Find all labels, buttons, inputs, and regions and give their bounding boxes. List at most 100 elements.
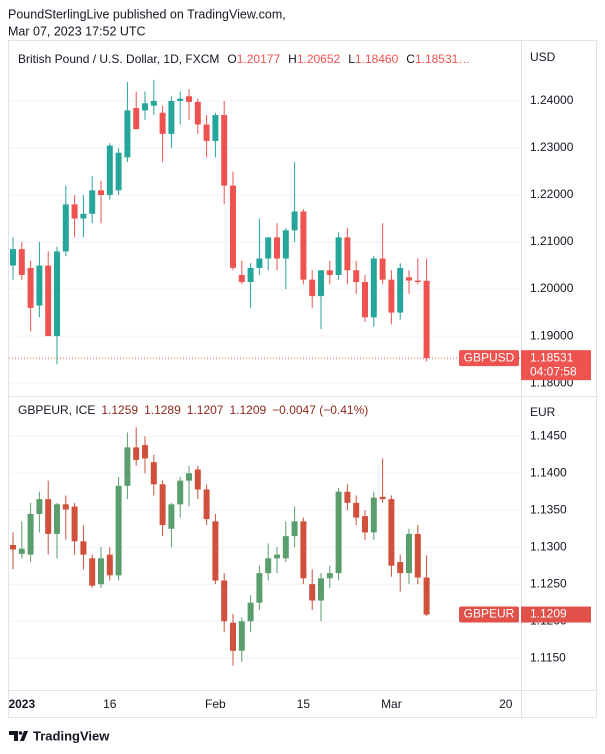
y-tick-label: 1.1150 — [530, 650, 566, 664]
candle-body — [89, 558, 96, 586]
candle-body — [80, 213, 87, 219]
candle-body — [186, 96, 192, 102]
candle-body — [124, 447, 131, 486]
candle-body — [423, 577, 430, 615]
candle-body — [159, 112, 166, 134]
legend-value: 1.1259 — [101, 403, 138, 417]
currency-label: EUR — [530, 405, 556, 419]
tradingview-logo — [9, 731, 28, 741]
currency-label: USD — [530, 50, 556, 64]
candle-body — [326, 270, 333, 275]
legend-title: British Pound / U.S. Dollar, 1D, FXCM — [18, 52, 219, 66]
candle-body — [265, 558, 272, 574]
candle-body — [186, 473, 192, 481]
symbol-label: GBPEUR — [464, 607, 515, 621]
candle-body — [291, 211, 298, 231]
candle-body — [89, 190, 96, 214]
legend-key: H — [288, 52, 297, 66]
candle-body — [221, 115, 228, 186]
legend-value: 1.1207 — [187, 403, 224, 417]
symbol-badge — [459, 350, 519, 367]
candle-body — [159, 484, 166, 526]
candle-body — [133, 108, 140, 130]
candle-body — [221, 580, 228, 622]
candle-body — [379, 258, 386, 280]
y-tick-label: 1.19000 — [530, 328, 574, 342]
candle-body — [397, 267, 404, 313]
x-tick-label: 16 — [103, 697, 117, 711]
legend-value: 1.18460 — [355, 52, 399, 66]
candle-body — [406, 277, 412, 281]
legend-title: GBPEUR, ICE — [18, 403, 95, 417]
candle-body — [177, 480, 184, 505]
legend-value: 1.1289 — [144, 403, 181, 417]
price-label: 1.1209 — [530, 607, 567, 621]
candle-body — [62, 504, 69, 510]
candle-body — [309, 279, 316, 297]
candle-body — [274, 237, 280, 259]
publisher-line: PoundSterlingLive published on TradingVi… — [8, 7, 286, 21]
candle-body — [370, 497, 377, 533]
countdown-label: 04:07:58 — [530, 364, 577, 378]
x-tick-label: 15 — [297, 697, 311, 711]
candle-body — [353, 270, 360, 283]
candle-body — [379, 496, 386, 500]
candle-body — [414, 533, 421, 578]
candle-body — [247, 267, 254, 283]
legend-key: C — [406, 52, 415, 66]
brand-name: TradingView — [33, 728, 110, 743]
y-tick-label: 1.1350 — [530, 502, 567, 516]
candle-body — [362, 516, 368, 533]
x-tick-label: Mar — [381, 697, 402, 711]
candle-body — [71, 204, 78, 219]
candle-body — [388, 279, 395, 313]
price-badge — [521, 350, 591, 381]
candle-body — [98, 190, 104, 196]
candle-body — [274, 554, 280, 559]
candle-body — [36, 499, 43, 514]
x-tick-label: 2023 — [8, 697, 35, 711]
candle-body — [18, 249, 25, 275]
y-tick-label: 1.20000 — [530, 281, 574, 295]
candle-body — [142, 445, 148, 459]
legend-value: 1.18531 — [415, 52, 459, 66]
candle-body — [150, 462, 157, 485]
chart-frame — [8, 40, 597, 718]
candle-body — [212, 115, 219, 141]
candle-body — [194, 101, 201, 125]
candle-body — [212, 521, 219, 581]
candle-body — [318, 270, 324, 297]
candle-body — [388, 499, 395, 566]
candle-body — [54, 504, 60, 534]
legend-value: 1.1209 — [229, 403, 266, 417]
candle-body — [168, 100, 175, 134]
y-tick-label: 1.23000 — [530, 140, 574, 154]
y-tick-label: 1.22000 — [530, 187, 574, 201]
candle-body — [370, 258, 377, 318]
candle-body — [150, 100, 157, 106]
legend-key: O — [227, 52, 236, 66]
candle-body — [238, 621, 245, 651]
candle-body — [62, 204, 69, 252]
candle-body — [177, 98, 184, 101]
logo-icon — [9, 731, 28, 741]
candle-body — [300, 521, 307, 579]
symbol-badge — [459, 606, 519, 623]
y-tick-label: 1.1450 — [530, 428, 567, 442]
candle-body — [230, 622, 236, 651]
candle-body — [291, 521, 298, 537]
candle-body — [115, 485, 122, 576]
candle-body — [36, 265, 43, 306]
y-tick-label: 1.1400 — [530, 465, 567, 479]
publish-date: Mar 07, 2023 17:52 UTC — [8, 24, 146, 38]
candle-body — [247, 602, 254, 622]
price-label: 1.18531 — [530, 350, 574, 364]
logo-dot — [18, 731, 23, 735]
candle-body — [230, 185, 236, 268]
candle-body — [18, 548, 25, 554]
candle-body — [282, 230, 289, 259]
candle-body — [27, 267, 34, 308]
y-tick-label: 1.1250 — [530, 576, 567, 590]
candle-body — [203, 489, 210, 520]
